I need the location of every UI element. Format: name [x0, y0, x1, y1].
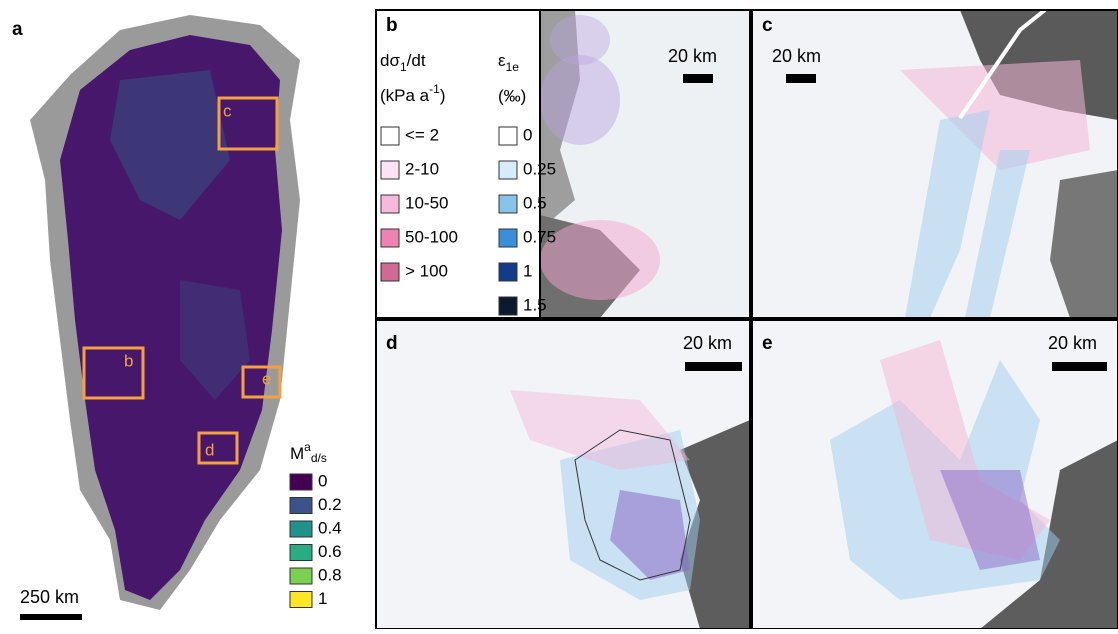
legend-label: 0.4 — [318, 518, 342, 537]
legend-label: 0 — [523, 125, 532, 144]
panel-a: a c b e d 250 km Mad/s 0 0.2 0.4 0.6 0.8 1 — [12, 15, 342, 620]
legend-swatch — [381, 161, 399, 179]
scale-bar — [786, 74, 816, 83]
legend-title-rest: /dt — [407, 51, 426, 70]
legend-swatch — [290, 568, 312, 584]
legend-units: (‰) — [498, 86, 526, 105]
legend-title-main: dσ — [380, 51, 400, 70]
legend-units-rest: ) — [440, 86, 446, 105]
panel-e: e 20 km — [752, 320, 1118, 629]
box-label: c — [223, 101, 232, 120]
legend-label: 0 — [318, 471, 327, 490]
legend-label: 0.6 — [318, 542, 342, 561]
legend-label: 0.5 — [523, 193, 547, 212]
box-label: b — [124, 351, 133, 370]
legend-swatch — [499, 195, 517, 213]
legend-label: 2-10 — [405, 159, 439, 178]
panel-label: d — [386, 333, 398, 354]
legend-title-sub: 1e — [506, 60, 520, 74]
legend-swatch — [381, 195, 399, 213]
scale-bar — [685, 362, 742, 371]
legend-swatch — [381, 127, 399, 145]
legend-label: 1 — [318, 589, 327, 608]
scale-bar-label: 250 km — [20, 587, 79, 607]
legend-label: 1 — [523, 261, 532, 280]
legend-swatch — [499, 229, 517, 247]
legend-title: Mad/s — [290, 440, 327, 465]
legend-swatch — [381, 263, 399, 281]
legend-swatch — [499, 263, 517, 281]
scale-bar — [1052, 362, 1107, 371]
legend-swatch — [290, 521, 312, 537]
legend-label: 50-100 — [405, 227, 458, 246]
legend-swatch — [290, 474, 312, 490]
box-label: d — [205, 440, 214, 459]
scale-bar-label: 20 km — [772, 46, 821, 66]
scale-bar-label: 20 km — [683, 333, 732, 353]
panel-b: b 20 km dσ1/dt (kPa a-1) ε1e (‰) <= 22-1… — [376, 10, 750, 318]
legend-label: 0.8 — [318, 565, 342, 584]
legend-title-main: M — [290, 444, 304, 463]
panel-d: d 20 km — [376, 320, 750, 629]
legend-title-sub: d/s — [311, 451, 327, 465]
scale-bar — [683, 74, 713, 83]
box-label: e — [262, 369, 271, 388]
legend-label: 1.5 — [523, 295, 547, 314]
legend-swatch — [381, 229, 399, 247]
legend-label: <= 2 — [405, 125, 439, 144]
legend-units-main: (kPa a — [380, 86, 430, 105]
legend-swatch — [499, 127, 517, 145]
legend-label: 0.2 — [318, 495, 342, 514]
legend-swatch — [290, 498, 312, 514]
legend-swatch — [499, 161, 517, 179]
legend-swatch — [290, 545, 312, 561]
panel-label: e — [762, 333, 773, 354]
panel-label: c — [762, 15, 773, 36]
scale-bar — [20, 614, 82, 620]
scale-bar-label: 20 km — [668, 46, 717, 66]
panel-label: b — [386, 15, 398, 36]
legend-swatch — [290, 592, 312, 608]
panel-label: a — [12, 19, 23, 40]
scale-bar-label: 20 km — [1048, 333, 1097, 353]
figure: a c b e d 250 km Mad/s 0 0.2 0.4 0.6 0.8 1 b — [0, 0, 1118, 629]
legend-label: 10-50 — [405, 193, 448, 212]
legend-swatch — [499, 297, 517, 315]
panel-c: c 20 km — [752, 10, 1118, 318]
legend-label: > 100 — [405, 261, 448, 280]
legend-units-sup: -1 — [429, 82, 440, 96]
